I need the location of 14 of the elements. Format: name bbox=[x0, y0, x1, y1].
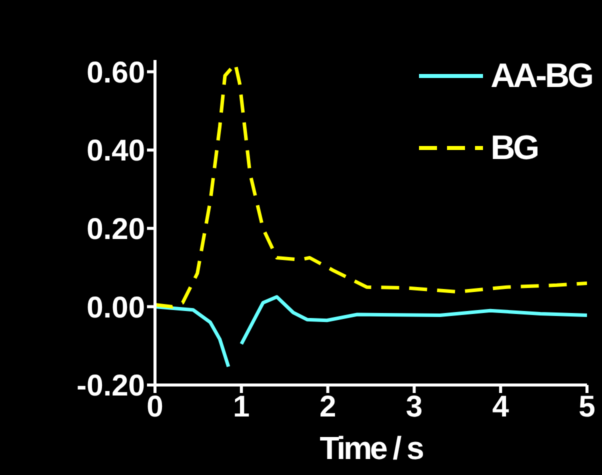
x-tick-label: 5 bbox=[578, 390, 596, 424]
y-tick-label: 0.00 bbox=[86, 291, 145, 324]
y-tick-label: 0.60 bbox=[86, 56, 145, 90]
y-tick-label: 0.40 bbox=[86, 134, 145, 168]
y-tick-label: 0.20 bbox=[86, 213, 145, 246]
legend-label: AA-BG bbox=[490, 56, 592, 96]
x-tick-label: 2 bbox=[319, 390, 336, 424]
legend-label: BG bbox=[490, 128, 538, 168]
y-tick-label: -0.20 bbox=[76, 370, 145, 403]
x-tick-label: 1 bbox=[233, 390, 250, 424]
x-tick-label: 0 bbox=[146, 390, 164, 424]
x-axis-title: Time / s bbox=[320, 430, 424, 466]
x-tick-label: 4 bbox=[492, 390, 510, 424]
x-tick-label: 3 bbox=[406, 390, 423, 424]
